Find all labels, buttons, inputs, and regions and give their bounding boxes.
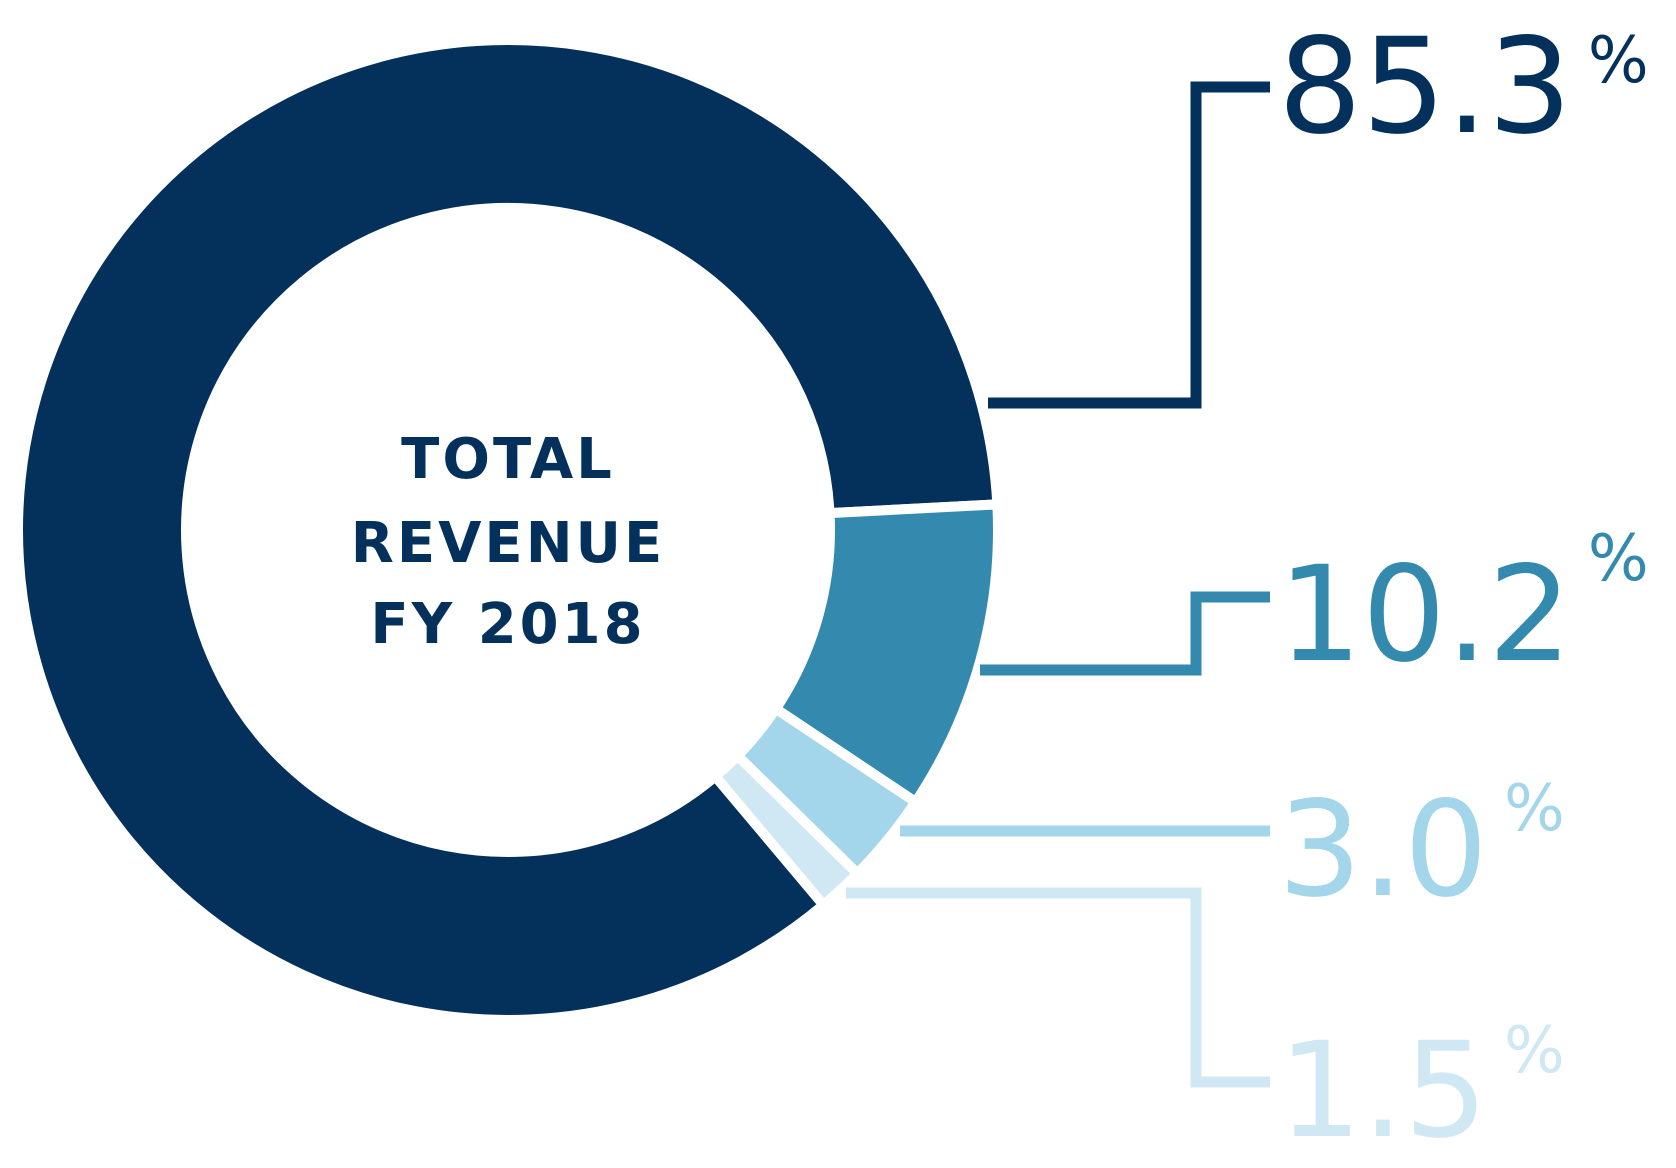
donut-slice-1 — [13, 35, 1003, 1025]
center-title-line-1: TOTAL — [401, 427, 615, 492]
slices-layer — [13, 35, 1003, 1025]
leader-line-2 — [980, 591, 1270, 676]
value-labels-layer: 85.3 %10.2 %3.0 %1.5% — [1278, 10, 1649, 1168]
value-label-4: 1.5 — [1278, 1014, 1488, 1168]
center-title-line-2: REVENUE — [351, 511, 666, 576]
donut-slice-4 — [708, 748, 865, 912]
value-label-1: 85.3 — [1278, 10, 1572, 164]
leader-lines-layer — [846, 81, 1270, 1088]
value-label-3: 3.0 — [1278, 773, 1488, 927]
percent-sign-3: % — [1504, 772, 1565, 846]
percent-sign-4: % — [1504, 1014, 1565, 1088]
percent-sign-2: % — [1588, 522, 1649, 596]
center-title: TOTAL REVENUE FY 2018 — [351, 427, 666, 657]
leader-line-4 — [846, 887, 1270, 1088]
percent-sign-1: % — [1588, 24, 1649, 98]
center-title-line-3: FY 2018 — [370, 592, 645, 657]
leader-line-1 — [988, 81, 1270, 409]
value-label-2: 10.2 — [1278, 538, 1572, 692]
